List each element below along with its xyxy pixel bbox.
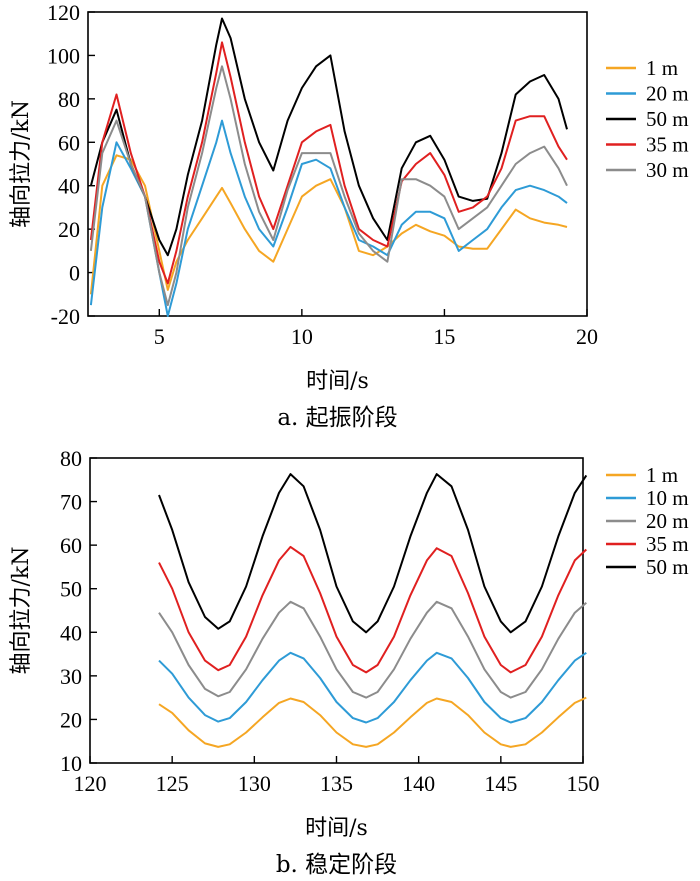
chart-a-starting-stage: 5 10 15 20 -20 0 20 40 60 80 100 120 时间/s 轴向拉力/kN a. 起… bbox=[9, 0, 689, 431]
legend-label: 10 m bbox=[646, 486, 689, 510]
series-line-20m bbox=[158, 600, 587, 699]
y-tick-label: -20 bbox=[51, 304, 80, 329]
y-tick-label: 40 bbox=[60, 620, 82, 645]
legend-label: 50 m bbox=[646, 107, 689, 131]
y-tick-label: 80 bbox=[58, 87, 80, 112]
x-tick-label: 150 bbox=[567, 771, 600, 796]
y-tick-label: 60 bbox=[58, 130, 80, 155]
y-tick-label: 40 bbox=[58, 174, 80, 199]
x-tick-label: 5 bbox=[154, 324, 165, 349]
series-line-1m bbox=[158, 696, 587, 748]
legend-label: 1 m bbox=[646, 463, 678, 487]
x-tick-label: 10 bbox=[291, 324, 313, 349]
y-tick-label: 70 bbox=[60, 490, 82, 515]
series-line-50m bbox=[158, 473, 588, 634]
legend-label: 1 m bbox=[646, 56, 678, 80]
x-tick-label: 120 bbox=[74, 771, 107, 796]
chart-caption: b. 稳定阶段 bbox=[276, 852, 397, 878]
x-tick-label: 145 bbox=[484, 771, 517, 796]
y-tick-label: 10 bbox=[60, 751, 82, 776]
y-tick-label: 50 bbox=[60, 577, 82, 602]
plot-frame bbox=[89, 457, 584, 764]
series-line-10m bbox=[158, 651, 587, 724]
series-line-20m bbox=[89, 119, 568, 317]
y-tick-label: 80 bbox=[60, 446, 82, 471]
series-line-35m bbox=[158, 545, 587, 674]
plot-frame bbox=[87, 11, 588, 317]
x-tick-label: 135 bbox=[320, 771, 353, 796]
y-tick-label: 20 bbox=[58, 217, 80, 242]
chart-b-stable-stage: 120 125 130 135 140 145 150 10 20 30 40 50 60 70 80 时间/… bbox=[9, 446, 689, 878]
series-line-35m bbox=[89, 41, 568, 285]
series-line-1m bbox=[89, 154, 568, 295]
y-tick-label: 20 bbox=[60, 707, 82, 732]
x-tick-label: 15 bbox=[433, 324, 455, 349]
x-axis-title: 时间/s bbox=[306, 369, 369, 394]
y-tick-label: 0 bbox=[69, 261, 80, 286]
y-axis-title: 轴向拉力/kN bbox=[9, 547, 34, 675]
y-tick-label: 100 bbox=[47, 43, 80, 68]
x-tick-label: 125 bbox=[156, 771, 189, 796]
legend-label: 20 m bbox=[646, 509, 689, 533]
legend-label: 50 m bbox=[646, 555, 689, 579]
x-axis-title: 时间/s bbox=[305, 816, 368, 841]
y-tick-label: 30 bbox=[60, 664, 82, 689]
x-tick-label: 20 bbox=[576, 324, 598, 349]
y-axis-title: 轴向拉力/kN bbox=[9, 100, 34, 228]
legend-label: 30 m bbox=[646, 158, 689, 182]
y-tick-label: 60 bbox=[60, 533, 82, 558]
legend-label: 20 m bbox=[646, 82, 689, 106]
series-line-50m bbox=[89, 17, 568, 257]
legend-label: 35 m bbox=[646, 133, 689, 157]
chart-caption: a. 起振阶段 bbox=[277, 405, 397, 431]
x-tick-label: 140 bbox=[402, 771, 435, 796]
series-line-30m bbox=[89, 65, 568, 307]
legend-label: 35 m bbox=[646, 532, 689, 556]
x-tick-label: 130 bbox=[238, 771, 271, 796]
y-tick-label: 120 bbox=[47, 0, 80, 25]
